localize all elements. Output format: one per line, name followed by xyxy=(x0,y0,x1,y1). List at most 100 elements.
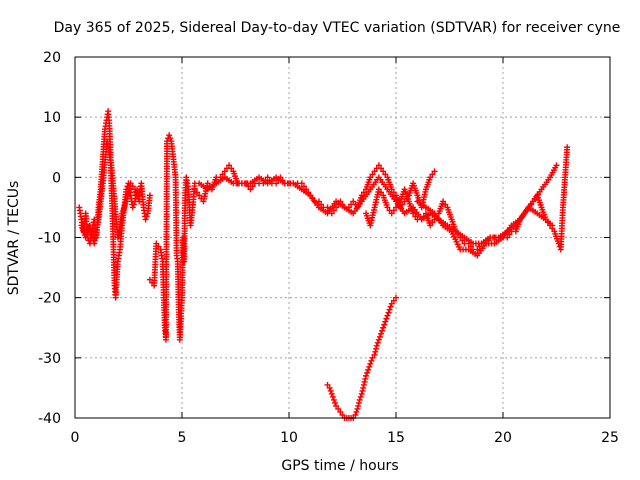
data-point xyxy=(371,351,378,358)
data-point-fill xyxy=(459,237,466,244)
data-point xyxy=(226,162,233,169)
data-point xyxy=(326,384,333,391)
data-point xyxy=(431,216,438,223)
data-point-fill xyxy=(385,309,392,316)
data-point xyxy=(521,210,528,217)
data-point xyxy=(330,396,337,403)
data-point-fill xyxy=(379,327,386,334)
data-point-fill xyxy=(373,345,380,352)
data-point-fill xyxy=(368,357,375,364)
data-point xyxy=(350,198,357,205)
data-point xyxy=(196,192,203,199)
data-point xyxy=(324,204,331,211)
data-point xyxy=(418,216,425,223)
data-point xyxy=(204,180,211,187)
data-point xyxy=(564,144,571,151)
data-point-fill xyxy=(167,135,174,142)
data-point-fill xyxy=(362,375,369,382)
data-point-fill xyxy=(390,207,397,214)
data-point-fill xyxy=(228,165,235,172)
data-point xyxy=(427,222,434,229)
data-point xyxy=(382,318,389,325)
data-point-fill xyxy=(376,333,383,340)
data-point-fill xyxy=(387,303,394,310)
data-point xyxy=(354,405,361,412)
data-point xyxy=(273,180,280,187)
data-point xyxy=(142,216,149,223)
data-point xyxy=(371,168,378,175)
y-tick-label: -30 xyxy=(38,351,61,367)
y-tick-label: -10 xyxy=(38,231,61,247)
data-point-fill xyxy=(429,219,436,226)
x-tick-label: 20 xyxy=(494,430,512,446)
data-point xyxy=(373,342,380,349)
data-point xyxy=(136,198,143,205)
data-point xyxy=(333,402,340,409)
data-point xyxy=(127,180,134,187)
data-point xyxy=(457,234,464,241)
data-point-fill xyxy=(364,369,371,376)
data-point xyxy=(333,204,340,211)
data-point-fill xyxy=(355,402,362,409)
data-point-fill xyxy=(372,348,379,355)
data-point xyxy=(129,204,136,211)
data-point xyxy=(146,192,153,199)
data-point-fill xyxy=(442,201,449,208)
data-point xyxy=(410,210,417,217)
data-point xyxy=(264,174,271,181)
data-point-fill xyxy=(374,339,381,346)
data-point-fill xyxy=(366,363,373,370)
data-point xyxy=(315,198,322,205)
data-point-fill xyxy=(353,408,360,415)
y-tick-label: -20 xyxy=(38,291,61,307)
x-tick-label: 0 xyxy=(71,430,80,446)
y-axis-label: SDTVAR / TECUs xyxy=(6,181,22,296)
data-point-fill xyxy=(381,321,388,328)
data-point xyxy=(388,300,395,307)
y-tick-label: -40 xyxy=(38,411,61,427)
data-point xyxy=(375,336,382,343)
data-point xyxy=(247,186,254,193)
data-point xyxy=(367,174,374,181)
data-point xyxy=(380,168,387,175)
data-point-fill xyxy=(327,387,334,394)
grid-layer xyxy=(75,57,610,418)
x-tick-label: 10 xyxy=(280,430,298,446)
data-point xyxy=(553,162,560,169)
data-point xyxy=(388,210,395,217)
data-point xyxy=(549,222,556,229)
x-tick-label: 15 xyxy=(387,430,405,446)
data-point-fill xyxy=(395,201,402,208)
data-point xyxy=(393,294,399,301)
data-point xyxy=(440,198,447,205)
data-point xyxy=(155,243,162,250)
data-point xyxy=(153,240,160,247)
data-point xyxy=(384,204,391,211)
data-point xyxy=(393,204,399,211)
data-point xyxy=(380,324,387,331)
data-point xyxy=(465,240,472,247)
data-point xyxy=(375,186,382,193)
x-tick-label: 25 xyxy=(601,430,619,446)
data-point-fill xyxy=(485,237,492,244)
data-point xyxy=(191,186,198,193)
data-point xyxy=(221,168,228,175)
data-point-fill xyxy=(382,171,389,178)
data-point xyxy=(328,390,335,397)
data-point-fill xyxy=(193,189,200,196)
data-point-fill xyxy=(329,393,336,400)
data-point xyxy=(369,354,376,361)
y-tick-label: 10 xyxy=(43,110,61,126)
data-point xyxy=(365,366,372,373)
data-point-fill xyxy=(130,201,137,208)
data-point xyxy=(384,312,391,319)
data-point xyxy=(363,372,370,379)
x-tick-label: 5 xyxy=(178,430,187,446)
data-point-fill xyxy=(332,399,339,406)
ticks-layer: 0 5 10 15 20 25 -40 -30 -20 -10 0 10 20 xyxy=(38,50,619,446)
data-point xyxy=(367,360,374,367)
data-point-fill xyxy=(412,213,419,220)
y-tick-label: 20 xyxy=(43,50,61,66)
data-point xyxy=(529,198,536,205)
